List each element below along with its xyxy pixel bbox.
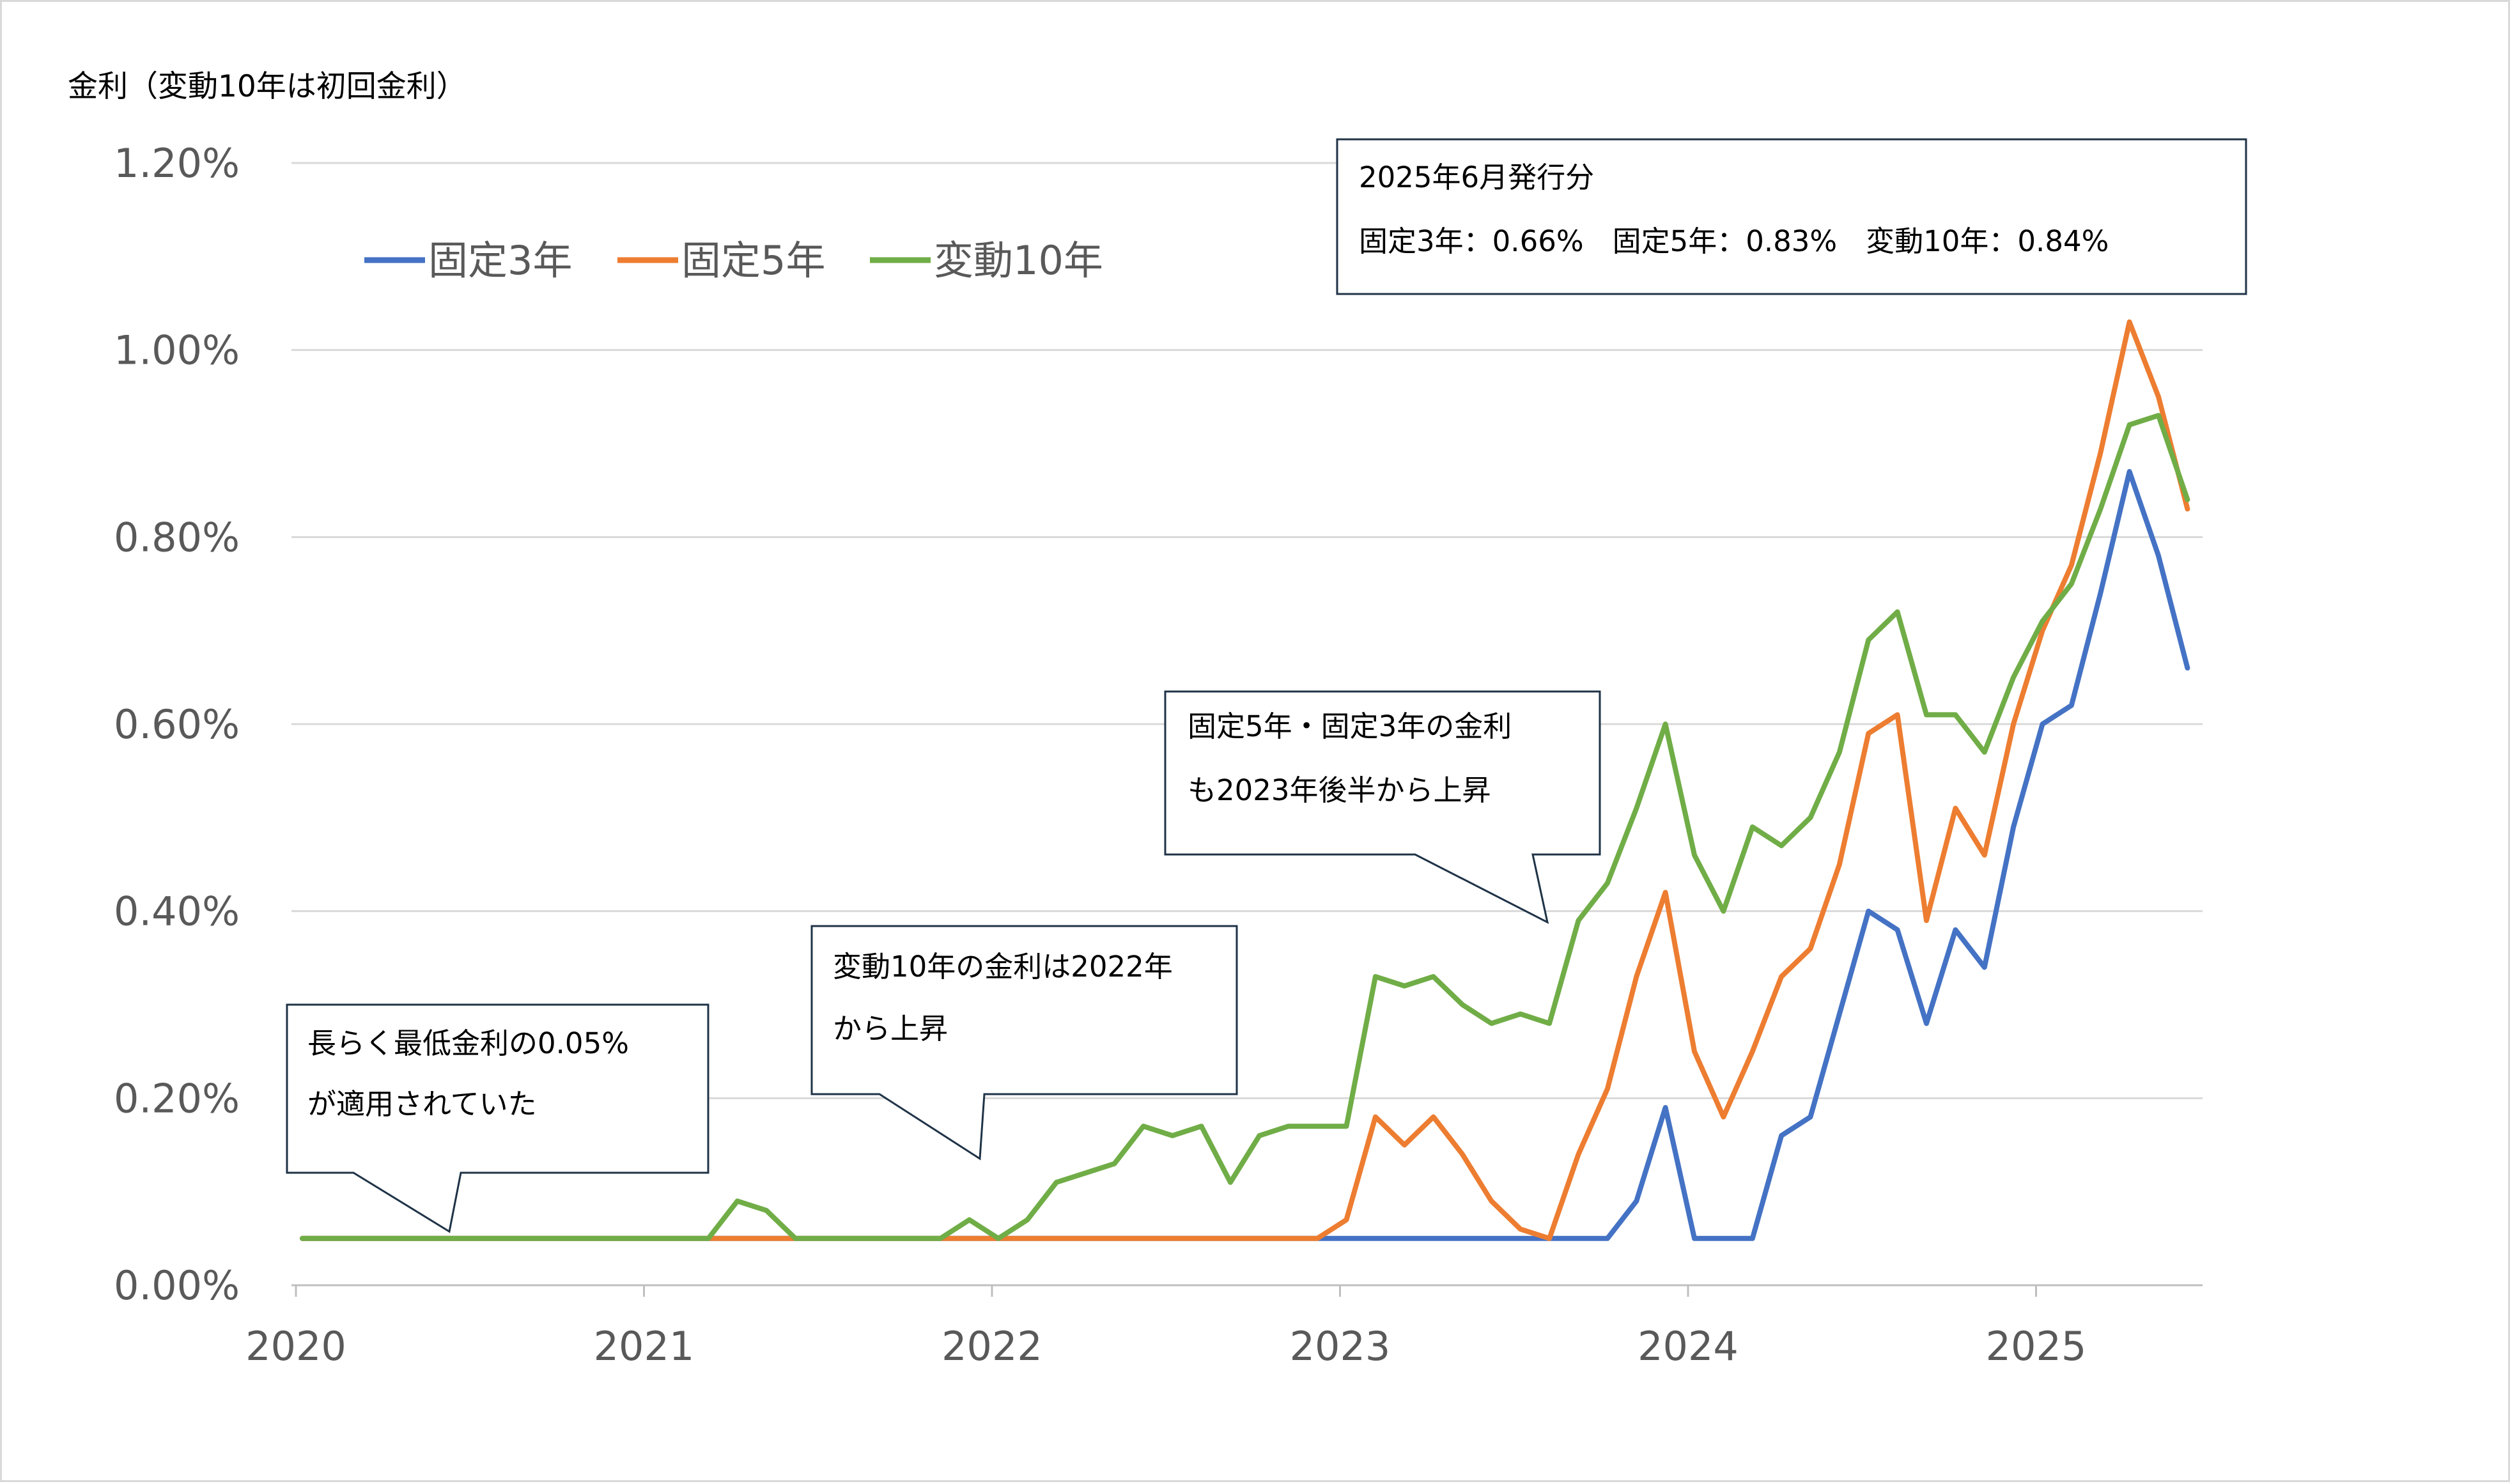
callout-text-line: 固定3年：0.66% 固定5年：0.83% 変動10年：0.84% <box>1359 224 2109 258</box>
callout-text-line: から上昇 <box>833 1012 948 1046</box>
y-tick-label: 1.00% <box>114 327 240 374</box>
callout-text-line: も2023年後半から上昇 <box>1188 773 1491 807</box>
series-line-3 <box>300 413 2190 1241</box>
legend-label: 変動10年 <box>934 237 1103 284</box>
callout-box <box>1336 138 2247 295</box>
legend-label: 固定5年 <box>681 237 825 284</box>
series-line-1 <box>300 468 2190 1241</box>
x-tick-label: 2021 <box>594 1323 695 1370</box>
y-tick-label: 0.60% <box>114 701 240 748</box>
callout-text-line: が適用されていた <box>307 1087 537 1121</box>
x-tick-label: 2025 <box>1986 1323 2087 1370</box>
axes: 0.00% 0.20% 0.40% 0.60% 0.80% 1.00% 1.20% 2020 2… <box>114 140 2203 1370</box>
y-tick-label: 0.20% <box>114 1075 240 1122</box>
callout-min-rate: 長らく最低金利の0.05% が適用されていた <box>286 1003 709 1233</box>
y-tick-label: 0.00% <box>114 1262 240 1309</box>
series-lines <box>300 319 2190 1241</box>
series-line-2 <box>300 319 2190 1241</box>
callout-box <box>286 1003 709 1233</box>
gridlines <box>291 162 2203 1099</box>
x-tick-label: 2024 <box>1638 1323 1739 1370</box>
x-tick-label: 2020 <box>245 1323 346 1370</box>
y-tick-label: 0.40% <box>114 888 240 935</box>
legend-label: 固定3年 <box>428 237 572 284</box>
callout-text-line: 変動10年の金利は2022年 <box>833 950 1173 984</box>
legend: 固定3年 固定5年 変動10年 <box>364 237 1103 284</box>
y-tick-label: 0.80% <box>114 514 240 560</box>
callout-box <box>810 925 1238 1161</box>
callout-box <box>1164 690 1601 924</box>
y-axis-title: 金利（変動10年は初回金利） <box>68 69 467 104</box>
callout-text-line: 固定5年・固定3年の金利 <box>1188 709 1512 743</box>
y-tick-label: 1.20% <box>114 140 240 187</box>
callout-text-line: 2025年6月発行分 <box>1359 160 1594 194</box>
x-tick-label: 2022 <box>941 1323 1042 1370</box>
callout-text-line: 長らく最低金利の0.05% <box>307 1026 629 1060</box>
x-tick-label: 2023 <box>1290 1323 1391 1370</box>
